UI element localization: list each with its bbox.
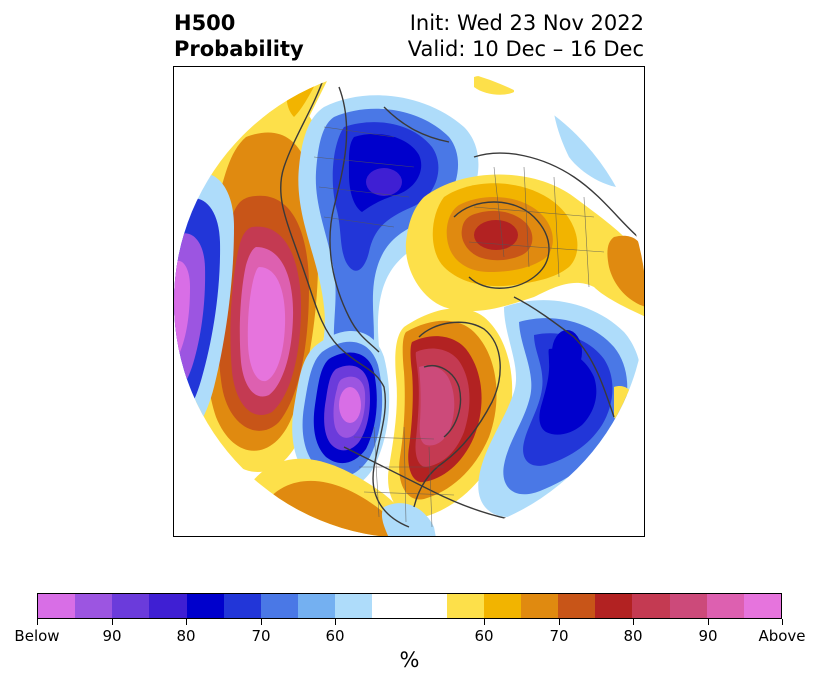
colorbar-tick <box>37 619 38 625</box>
probability-field <box>174 67 644 536</box>
colorbar-tick <box>708 619 709 625</box>
colorbar-below-swatch <box>112 594 150 618</box>
colorbar-below-swatch <box>335 594 373 618</box>
colorbar-tick-label: 70 <box>549 627 569 645</box>
title-line-1: H500 <box>174 11 236 35</box>
colorbar-tick-label: 90 <box>698 627 718 645</box>
colorbar-tick-label: 60 <box>474 627 494 645</box>
colorbar-below-swatch <box>38 594 76 618</box>
colorbar-below-swatch <box>149 594 187 618</box>
colorbar-below-swatch <box>260 594 299 618</box>
above-anomaly-eurasia <box>234 67 644 317</box>
colorbar-neutral-swatch <box>372 594 447 618</box>
colorbar-below-swatch <box>298 594 336 618</box>
valid-range-label: Valid: 10 Dec – 16 Dec <box>407 37 644 61</box>
colorbar-above-swatch <box>521 594 559 618</box>
below-anomaly-namerica <box>233 330 436 536</box>
colorbar-tick-label: 70 <box>251 627 271 645</box>
probability-map <box>173 66 645 537</box>
colorbar-tick <box>112 619 113 625</box>
colorbar-above-swatch <box>446 594 484 618</box>
colorbar-above-swatch <box>743 594 782 618</box>
title-line-2: Probability <box>174 37 304 61</box>
above-anomaly-atlantic <box>388 308 513 518</box>
colorbar-tick <box>335 619 336 625</box>
colorbar-above-swatch <box>706 594 744 618</box>
borders <box>313 126 605 528</box>
map-title: H500 Probability <box>174 10 304 62</box>
colorbar-tick <box>484 619 485 625</box>
colorbar-tick <box>261 619 262 625</box>
date-info: Init: Wed 23 Nov 2022 Valid: 10 Dec – 16… <box>408 10 644 62</box>
colorbar <box>37 593 782 619</box>
colorbar-tick-label: 60 <box>325 627 345 645</box>
colorbar-above-swatch <box>632 594 670 618</box>
colorbar-tick <box>186 619 187 625</box>
colorbar-below-swatch <box>186 594 224 618</box>
colorbar-tick <box>782 619 783 625</box>
colorbar-tick <box>633 619 634 625</box>
colorbar-above-swatch <box>558 594 596 618</box>
colorbar-above-swatch <box>483 594 522 618</box>
colorbar-above-swatch <box>595 594 633 618</box>
colorbar-tick-label: 90 <box>102 627 122 645</box>
colorbar-tick-label: 80 <box>176 627 196 645</box>
colorbar-below-swatch <box>223 594 261 618</box>
colorbar-below-swatch <box>75 594 113 618</box>
colorbar-tick-label: 80 <box>623 627 643 645</box>
colorbar-units-label: % <box>399 648 420 672</box>
init-date-label: Init: Wed 23 Nov 2022 <box>409 11 644 35</box>
map-canvas <box>174 67 644 536</box>
colorbar-tick-label: Above <box>758 627 806 645</box>
colorbar-tick <box>559 619 560 625</box>
colorbar-tick-label: Below <box>14 627 60 645</box>
colorbar-above-swatch <box>669 594 707 618</box>
